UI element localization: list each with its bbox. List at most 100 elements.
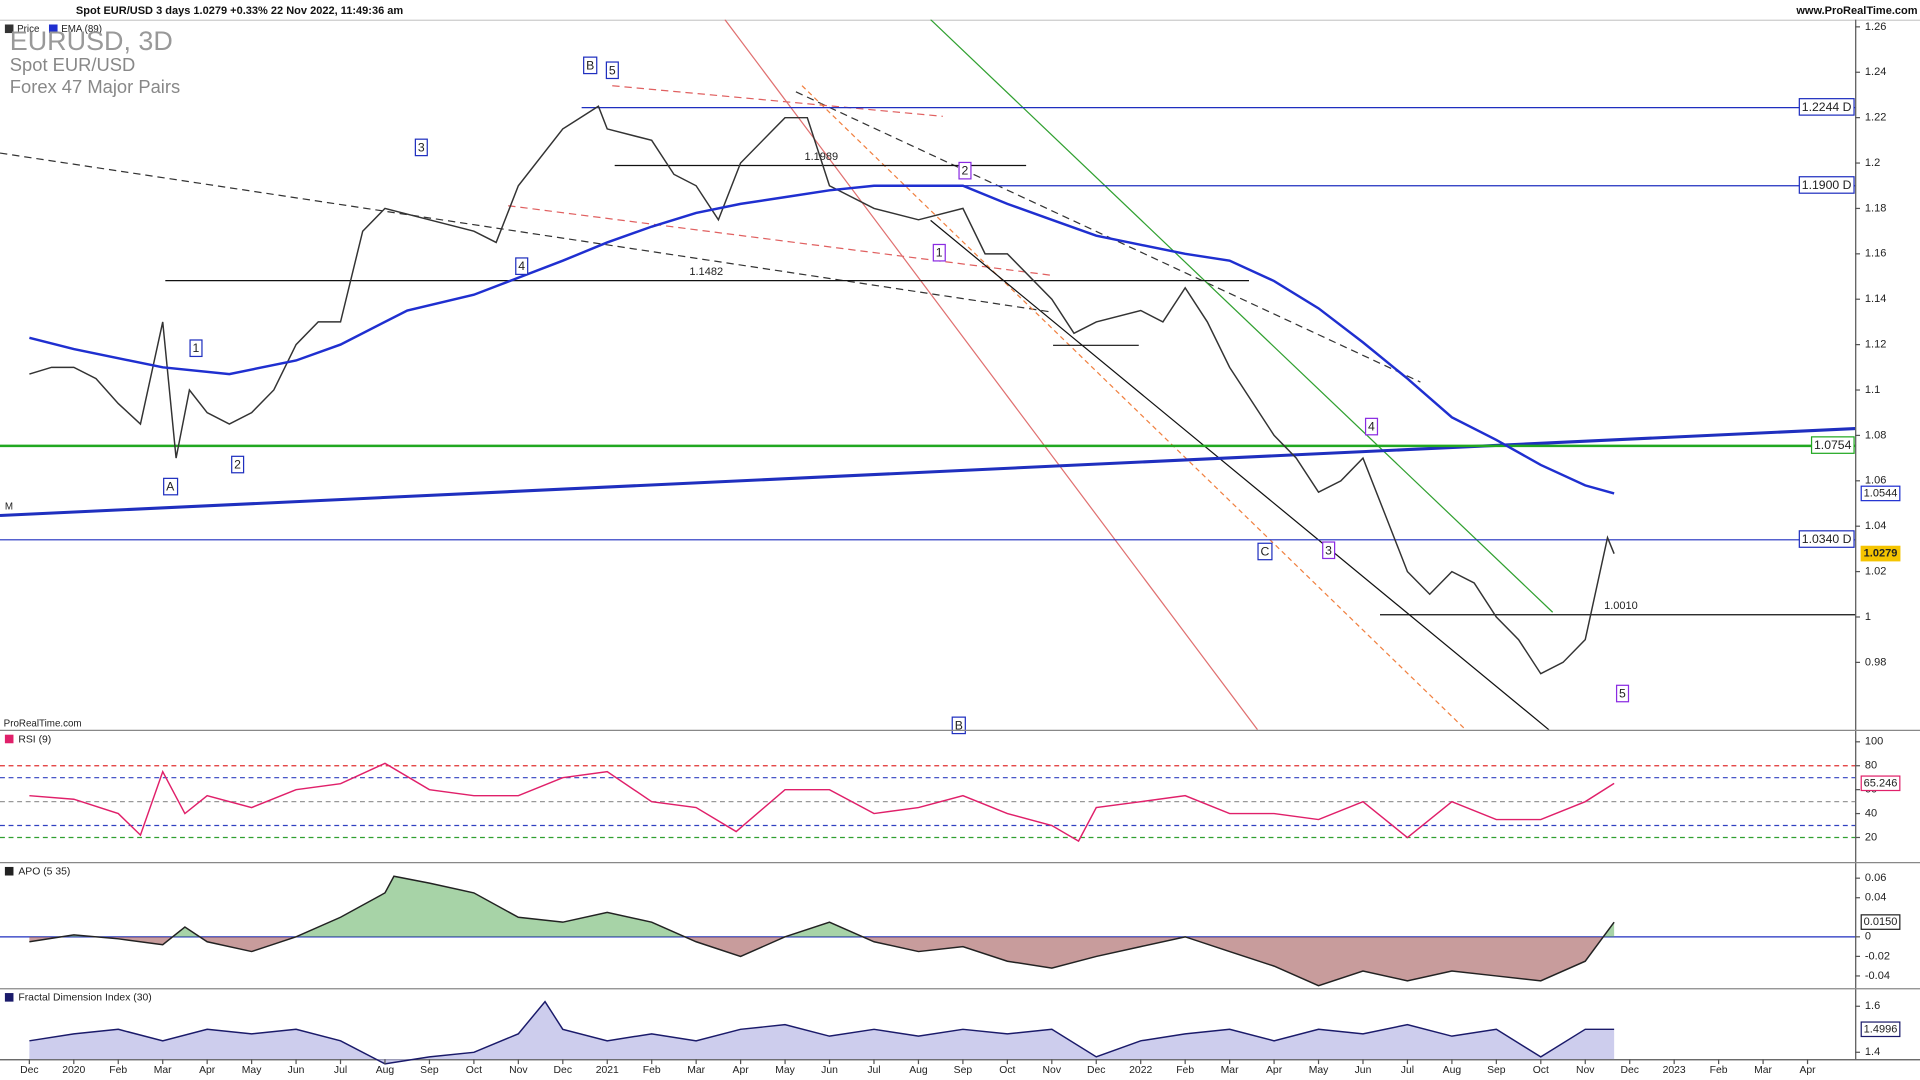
trend-line (0, 427, 1856, 518)
x-tick-label: Mar (1221, 1065, 1239, 1076)
y-tick-label: -0.04 (1865, 970, 1890, 982)
level-label: 1.1900 D (1802, 178, 1852, 192)
area-fill (29, 1001, 1615, 1064)
y-tick-label: 20 (1865, 831, 1877, 843)
wave-label-box (932, 243, 946, 262)
y-tick-label: 1.12 (1865, 339, 1886, 351)
chart-subtitle: Forex 47 Major Pairs (10, 76, 180, 97)
x-tick-label: Aug (909, 1065, 928, 1076)
wave-label-box (1322, 541, 1336, 560)
last-value-label: 1.0279 (1864, 548, 1898, 560)
wave-label: 3 (1325, 543, 1332, 557)
wave-label: 1 (193, 341, 200, 355)
x-tick-label: Apr (1799, 1065, 1816, 1076)
y-tick-label: 1.4 (1865, 1046, 1880, 1058)
trend-line (930, 19, 1554, 613)
panel-title: Fractal Dimension Index (30) (18, 993, 151, 1004)
last-value-badge (1860, 775, 1901, 792)
header-site: www.ProRealTime.com (1795, 5, 1917, 17)
panel-title: RSI (9) (18, 734, 51, 745)
last-value-badge (1860, 1021, 1901, 1038)
x-tick-label: 2023 (1663, 1065, 1686, 1076)
wave-label-box (583, 56, 598, 75)
x-tick-label: Oct (466, 1065, 482, 1076)
legend-swatch (4, 734, 14, 744)
x-tick-label: Feb (643, 1065, 661, 1076)
x-tick-label: Apr (1266, 1065, 1283, 1076)
wave-label-box (951, 716, 966, 735)
wave-label-box (189, 339, 203, 358)
y-tick-label: 1.04 (1865, 520, 1886, 532)
y-tick-label: 1.06 (1865, 475, 1886, 487)
y-tick-label: 1.18 (1865, 202, 1886, 214)
x-tick-label: May (775, 1065, 795, 1076)
x-tick-label: Dec (554, 1065, 572, 1076)
trend-line (0, 152, 1054, 313)
y-tick-label: 1.16 (1865, 248, 1886, 260)
wave-label: 4 (518, 259, 525, 273)
legend-swatch (48, 24, 58, 34)
x-tick-label: Aug (376, 1065, 395, 1076)
wave-label-box (163, 477, 179, 496)
panel-title: APO (5 35) (18, 867, 70, 878)
marker-label: M (5, 502, 13, 513)
wave-label: A (166, 480, 175, 494)
x-tick-label: Mar (1754, 1065, 1772, 1076)
series-line (29, 1000, 1615, 1065)
series-line (29, 105, 1615, 675)
x-tick-label: Dec (1087, 1065, 1105, 1076)
y-tick-label: 1.22 (1865, 112, 1886, 124)
last-value-label: 65.246 (1864, 777, 1898, 789)
x-tick-label: 2021 (596, 1065, 619, 1076)
x-tick-label: May (1309, 1065, 1329, 1076)
y-tick-label: 40 (1865, 807, 1877, 819)
x-tick-label: Dec (1620, 1065, 1638, 1076)
last-value-badge (1860, 914, 1901, 930)
y-tick-label: 1.02 (1865, 566, 1886, 578)
wave-label: 2 (961, 164, 968, 178)
x-tick-label: Nov (1576, 1065, 1595, 1076)
level-label: 1.0754 (1814, 438, 1852, 452)
x-tick-label: Jun (1355, 1065, 1372, 1076)
y-tick-label: -0.02 (1865, 950, 1890, 962)
x-tick-label: 2022 (1129, 1065, 1152, 1076)
x-tick-label: Feb (1710, 1065, 1728, 1076)
series-line (29, 875, 1615, 987)
wave-label: 1 (936, 246, 943, 260)
watermark: ProRealTime.com (4, 718, 82, 729)
x-tick-label: Mar (154, 1065, 172, 1076)
y-tick-label: 0.06 (1865, 872, 1886, 884)
legend-swatch (4, 24, 14, 34)
x-tick-label: Sep (420, 1065, 439, 1076)
wave-label-box (414, 138, 428, 157)
series-line (29, 184, 1615, 495)
level-label: 1.0340 D (1802, 532, 1852, 546)
y-tick-label: 0 (1865, 931, 1871, 943)
wave-label: B (955, 718, 963, 732)
y-tick-label: 1.1 (1865, 384, 1880, 396)
x-tick-label: Mar (687, 1065, 705, 1076)
y-tick-label: 1.08 (1865, 429, 1886, 441)
legend-label: EMA (89) (61, 24, 102, 35)
x-tick-label: Feb (1176, 1065, 1194, 1076)
level-label: 1.1989 (804, 151, 838, 163)
wave-label: C (1260, 544, 1269, 558)
last-value-label: 1.0544 (1864, 487, 1898, 499)
x-tick-label: Jul (334, 1065, 347, 1076)
x-tick-label: Oct (999, 1065, 1015, 1076)
y-tick-label: 1.26 (1865, 21, 1886, 33)
level-label: 1.1482 (689, 266, 723, 278)
wave-label-box (1257, 542, 1273, 561)
y-tick-label: 1.14 (1865, 293, 1886, 305)
wave-label-box (958, 161, 972, 180)
y-tick-label: 0.98 (1865, 656, 1886, 668)
last-value-label: 0.0150 (1864, 916, 1898, 928)
x-tick-label: Jul (867, 1065, 880, 1076)
wave-label-box (515, 257, 529, 276)
wave-label: 2 (234, 458, 241, 472)
level-label: 1.0010 (1604, 600, 1638, 612)
x-tick-label: Jun (821, 1065, 838, 1076)
x-tick-label: Aug (1443, 1065, 1462, 1076)
wave-label: 5 (609, 63, 616, 77)
level-label: 1.2244 D (1802, 100, 1852, 114)
